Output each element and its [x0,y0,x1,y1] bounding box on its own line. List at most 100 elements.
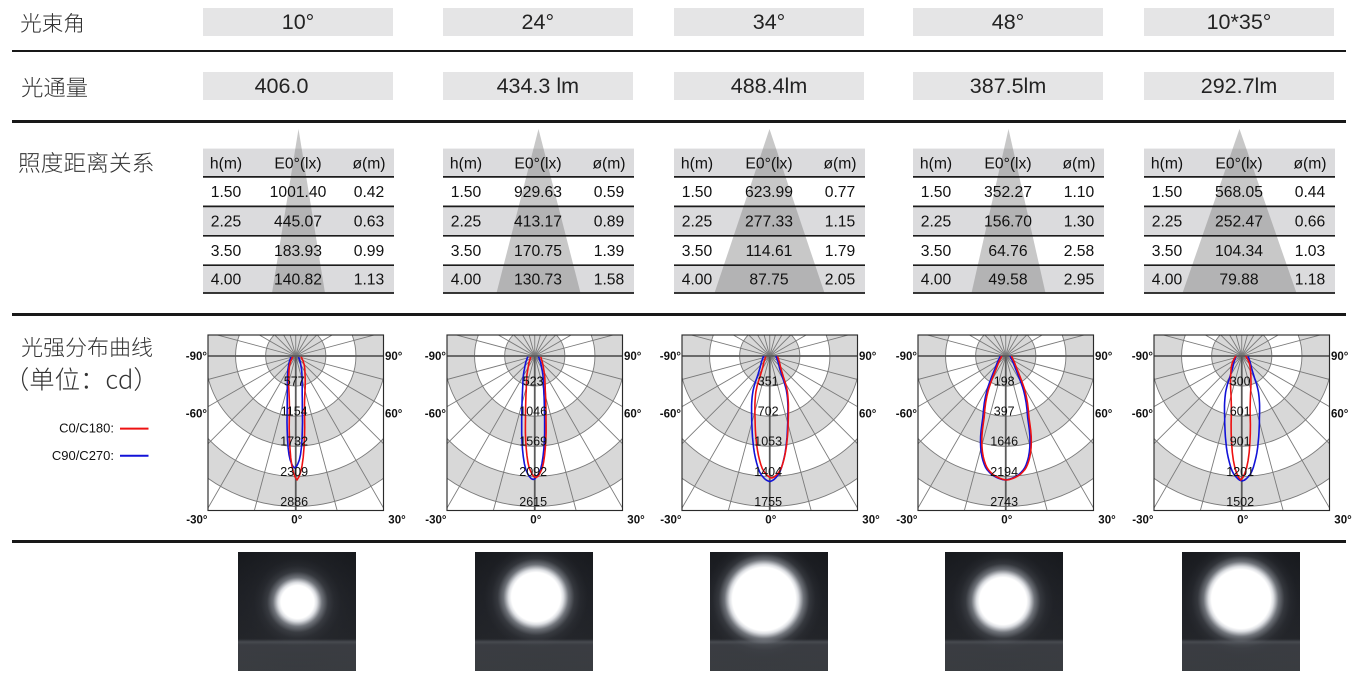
svg-text:2.05: 2.05 [825,272,856,289]
svg-text:-60°: -60° [424,409,446,421]
svg-text:h(m): h(m) [450,155,482,172]
svg-text:1.50: 1.50 [682,184,713,201]
svg-text:E0°(lx): E0°(lx) [514,155,561,172]
svg-text:0.44: 0.44 [1295,184,1326,201]
svg-text:90°: 90° [1095,351,1113,363]
svg-text:352.27: 352.27 [984,184,1032,201]
svg-text:30°: 30° [1335,515,1353,527]
svg-text:1.18: 1.18 [1295,272,1326,289]
svg-text:2092: 2092 [519,465,547,479]
svg-text:60°: 60° [1095,409,1113,421]
svg-text:3.50: 3.50 [921,243,952,260]
svg-text:397: 397 [994,405,1015,419]
svg-text:30°: 30° [862,515,880,527]
svg-text:-90°: -90° [186,351,208,363]
svg-text:79.88: 79.88 [1219,272,1259,289]
svg-text:2.25: 2.25 [682,214,713,231]
svg-text:413.17: 413.17 [514,214,562,231]
svg-text:1.50: 1.50 [451,184,482,201]
svg-text:-90°: -90° [424,351,446,363]
svg-text:3.50: 3.50 [451,243,482,260]
svg-text:ø(m): ø(m) [823,155,856,172]
svg-text:E0°(lx): E0°(lx) [274,155,321,172]
svg-text:1046: 1046 [519,405,547,419]
svg-text:1502: 1502 [1227,495,1255,509]
svg-text:-60°: -60° [1132,409,1154,421]
svg-text:4.00: 4.00 [921,272,952,289]
svg-text:130.73: 130.73 [514,272,562,289]
svg-text:1.30: 1.30 [1064,214,1095,231]
svg-text:445.07: 445.07 [274,214,322,231]
svg-text:0.77: 0.77 [825,184,856,201]
svg-text:2.25: 2.25 [1152,214,1183,231]
svg-text:3.50: 3.50 [682,243,713,260]
svg-text:577: 577 [284,375,305,389]
svg-text:623.99: 623.99 [745,184,793,201]
svg-text:901: 901 [1230,435,1251,449]
svg-text:2194: 2194 [990,465,1018,479]
svg-text:90°: 90° [859,351,877,363]
svg-text:3.50: 3.50 [1152,243,1183,260]
svg-text:1732: 1732 [280,435,308,449]
svg-text:1.03: 1.03 [1295,243,1326,260]
svg-text:ø(m): ø(m) [1062,155,1095,172]
svg-text:601: 601 [1230,405,1251,419]
svg-text:C90/C270:: C90/C270: [52,448,114,463]
svg-text:h(m): h(m) [681,155,713,172]
svg-text:-90°: -90° [1132,351,1154,363]
svg-text:156.70: 156.70 [984,214,1032,231]
svg-text:2.25: 2.25 [451,214,482,231]
svg-text:-30°: -30° [896,515,918,527]
svg-text:0°: 0° [291,515,302,527]
svg-text:60°: 60° [385,409,403,421]
svg-text:252.47: 252.47 [1215,214,1263,231]
svg-text:198: 198 [994,375,1015,389]
svg-text:ø(m): ø(m) [592,155,625,172]
svg-text:h(m): h(m) [1151,155,1183,172]
svg-text:300: 300 [1230,375,1251,389]
svg-text:568.05: 568.05 [1215,184,1263,201]
svg-text:1001.40: 1001.40 [270,184,327,201]
svg-text:1755: 1755 [754,495,782,509]
svg-text:90°: 90° [1331,351,1349,363]
svg-text:1.39: 1.39 [594,243,625,260]
svg-text:2743: 2743 [990,495,1018,509]
svg-text:-60°: -60° [660,409,682,421]
svg-text:929.63: 929.63 [514,184,562,201]
svg-text:4.00: 4.00 [211,272,242,289]
svg-text:90°: 90° [385,351,403,363]
svg-text:523: 523 [522,375,543,389]
svg-text:1.50: 1.50 [1152,184,1183,201]
svg-text:4.00: 4.00 [451,272,482,289]
svg-text:1.79: 1.79 [825,243,856,260]
svg-text:2309: 2309 [280,465,308,479]
svg-text:1.10: 1.10 [1064,184,1095,201]
svg-text:-30°: -30° [186,515,208,527]
svg-text:h(m): h(m) [210,155,242,172]
svg-text:0°: 0° [765,515,776,527]
svg-text:140.82: 140.82 [274,272,322,289]
svg-text:30°: 30° [627,515,645,527]
svg-text:49.58: 49.58 [988,272,1028,289]
svg-text:1404: 1404 [754,465,782,479]
svg-text:170.75: 170.75 [514,243,562,260]
svg-text:0.66: 0.66 [1295,214,1326,231]
svg-text:2886: 2886 [280,495,308,509]
svg-text:-90°: -90° [660,351,682,363]
svg-text:183.93: 183.93 [274,243,322,260]
svg-text:702: 702 [758,405,779,419]
svg-text:1.50: 1.50 [921,184,952,201]
svg-text:E0°(lx): E0°(lx) [1215,155,1262,172]
svg-text:1.58: 1.58 [594,272,625,289]
svg-text:30°: 30° [1098,515,1116,527]
svg-text:87.75: 87.75 [749,272,789,289]
svg-text:1569: 1569 [519,435,547,449]
svg-text:0.99: 0.99 [354,243,385,260]
svg-text:1.50: 1.50 [211,184,242,201]
svg-text:351: 351 [758,375,779,389]
svg-text:1201: 1201 [1227,465,1255,479]
svg-text:-30°: -30° [660,515,682,527]
svg-text:h(m): h(m) [920,155,952,172]
svg-text:-30°: -30° [1133,515,1155,527]
svg-text:60°: 60° [859,409,877,421]
